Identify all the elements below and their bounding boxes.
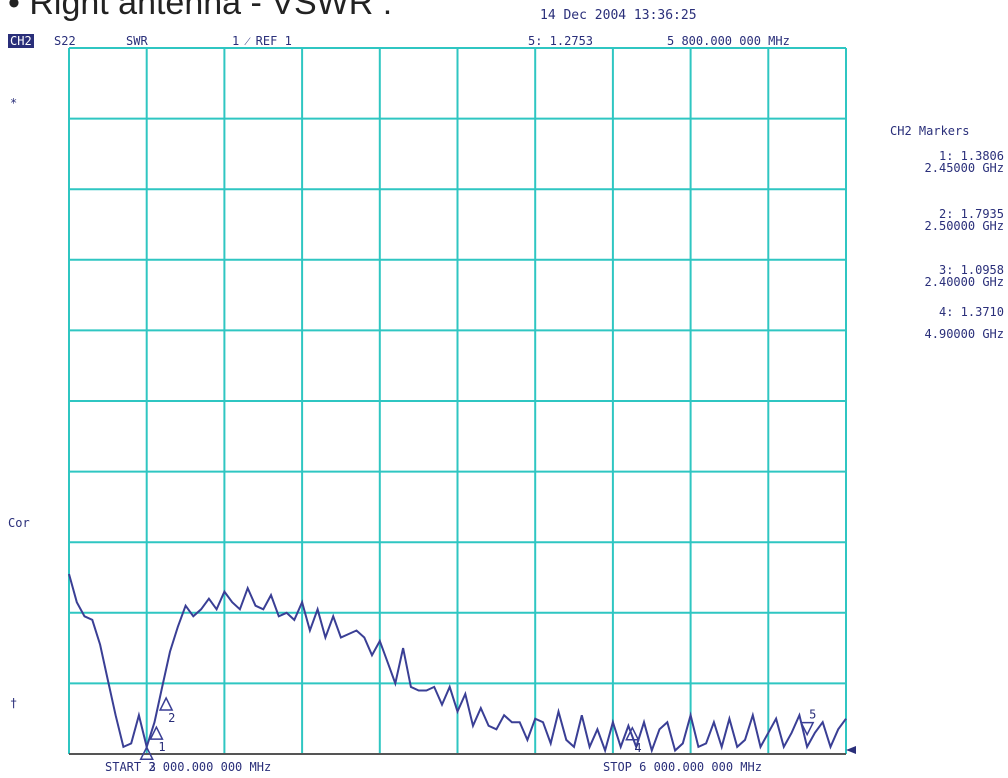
marker-entry-2: 2: 1.7935 2.50000 GHz [884,208,1004,232]
reference-arrow [846,746,856,754]
channel-badge: CH2 [8,34,34,48]
marker-2-value: 2: 1.7935 [938,207,1004,221]
marker-4-label: 4 [634,741,641,755]
markers-panel-title: CH2 Markers [890,124,970,138]
marker-entry-1: 1: 1.3806 2.45000 GHz [884,150,1004,174]
marker-3-label: 3 [149,760,156,774]
marker-4-frequency: 4.90000 GHz [924,327,1004,341]
marker-entry-3: 3: 1.0958 2.40000 GHz [884,264,1004,288]
reference-indicator: † [10,696,18,710]
marker-3-value: 3: 1.0958 [938,263,1004,277]
marker-1-frequency: 2.45000 GHz [924,161,1004,175]
marker-frequency: 5 800.000 000 MHz [667,34,790,48]
marker-3-triangle [139,745,154,760]
marker-3-frequency: 2.40000 GHz [924,275,1004,289]
marker-5-label: 5 [809,708,816,722]
marker-entry-4: 4: 1.3710 4.90000 GHz [884,306,1004,340]
timestamp: 14 Dec 2004 13:36:25 [540,8,697,23]
marker-4-triangle [625,726,640,741]
marker-1-value: 1: 1.3806 [938,149,1004,163]
format-label: SWR [126,34,148,48]
scale-label: 1 ⁄ REF 1 [232,34,292,48]
swr-trace [68,573,847,754]
marker-4-value: 4: 1.3710 [938,305,1004,319]
star-indicator: * [10,96,18,110]
marker-2-frequency: 2.50000 GHz [924,219,1004,233]
marker-2-label: 2 [168,711,175,725]
marker-1-triangle [149,725,164,740]
marker-5-triangle [799,721,815,737]
page-title: • Right antenna - VSWR : [8,0,393,22]
marker-readout: 5: 1.2753 [528,34,594,48]
correction-indicator: Cor [8,516,30,530]
parameter-label: S22 [54,34,76,48]
marker-2-triangle [158,696,174,711]
marker-1-label: 1 [158,740,165,754]
stop-frequency: STOP 6 000.000 000 MHz [603,760,762,774]
start-frequency: START 2 000.000 000 MHz [105,760,272,774]
